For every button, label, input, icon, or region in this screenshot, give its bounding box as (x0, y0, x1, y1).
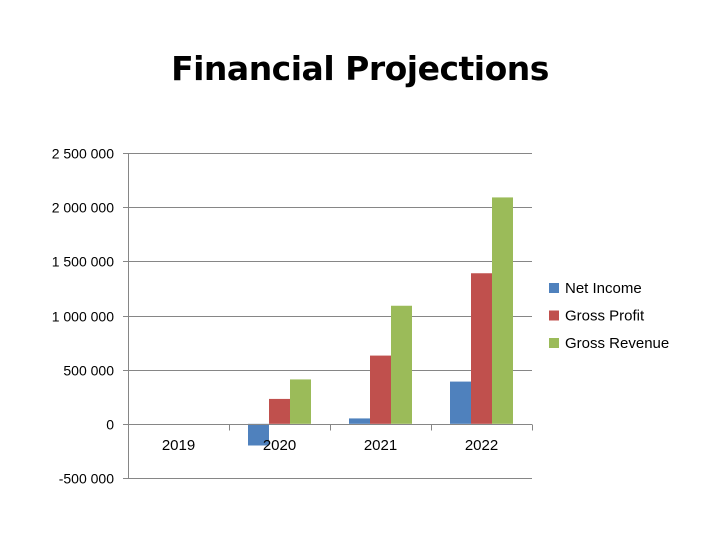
y-tick-label: 2 000 000 (52, 200, 114, 216)
x-category-label: 2022 (465, 437, 498, 454)
y-tick-label: 2 500 000 (52, 146, 114, 162)
legend-label: Gross Revenue (565, 335, 669, 352)
legend-label: Gross Profit (565, 308, 645, 325)
y-tick-label: 0 (106, 417, 114, 433)
legend: Net Income Gross Profit Gross Revenue (549, 280, 669, 352)
legend-swatch (549, 310, 559, 321)
x-category-label: 2020 (263, 437, 296, 454)
y-tick-label: 1 500 000 (52, 254, 114, 270)
bar-gross-profit-2021 (370, 355, 391, 424)
y-tick-label: -500 000 (59, 471, 114, 487)
bar-net-income-2021 (349, 418, 370, 424)
bar-net-income-2020 (248, 423, 269, 446)
category-labels: 2019 2020 2021 2022 (162, 437, 498, 454)
axes (123, 153, 533, 479)
x-category-label: 2019 (162, 437, 195, 454)
bar-gross-profit-2020 (269, 398, 290, 424)
y-tick-label: 1 000 000 (52, 309, 114, 325)
x-category-label: 2021 (364, 437, 397, 454)
chart-title: Financial Projections (171, 49, 549, 88)
bar-net-income-2022 (450, 381, 471, 424)
y-tick-label: 500 000 (63, 363, 114, 379)
legend-swatch (549, 283, 559, 293)
legend-swatch (549, 338, 559, 348)
y-tick-labels: 2 500 000 2 000 000 1 500 000 1 000 000 500 … (52, 146, 115, 487)
gridlines (128, 153, 532, 479)
bar-gross-revenue-2020 (290, 379, 311, 424)
bar-gross-revenue-2021 (391, 305, 412, 424)
bars (248, 197, 513, 446)
bar-gross-profit-2022 (471, 273, 492, 424)
legend-label: Net Income (565, 280, 642, 297)
bar-gross-revenue-2022 (492, 197, 513, 424)
